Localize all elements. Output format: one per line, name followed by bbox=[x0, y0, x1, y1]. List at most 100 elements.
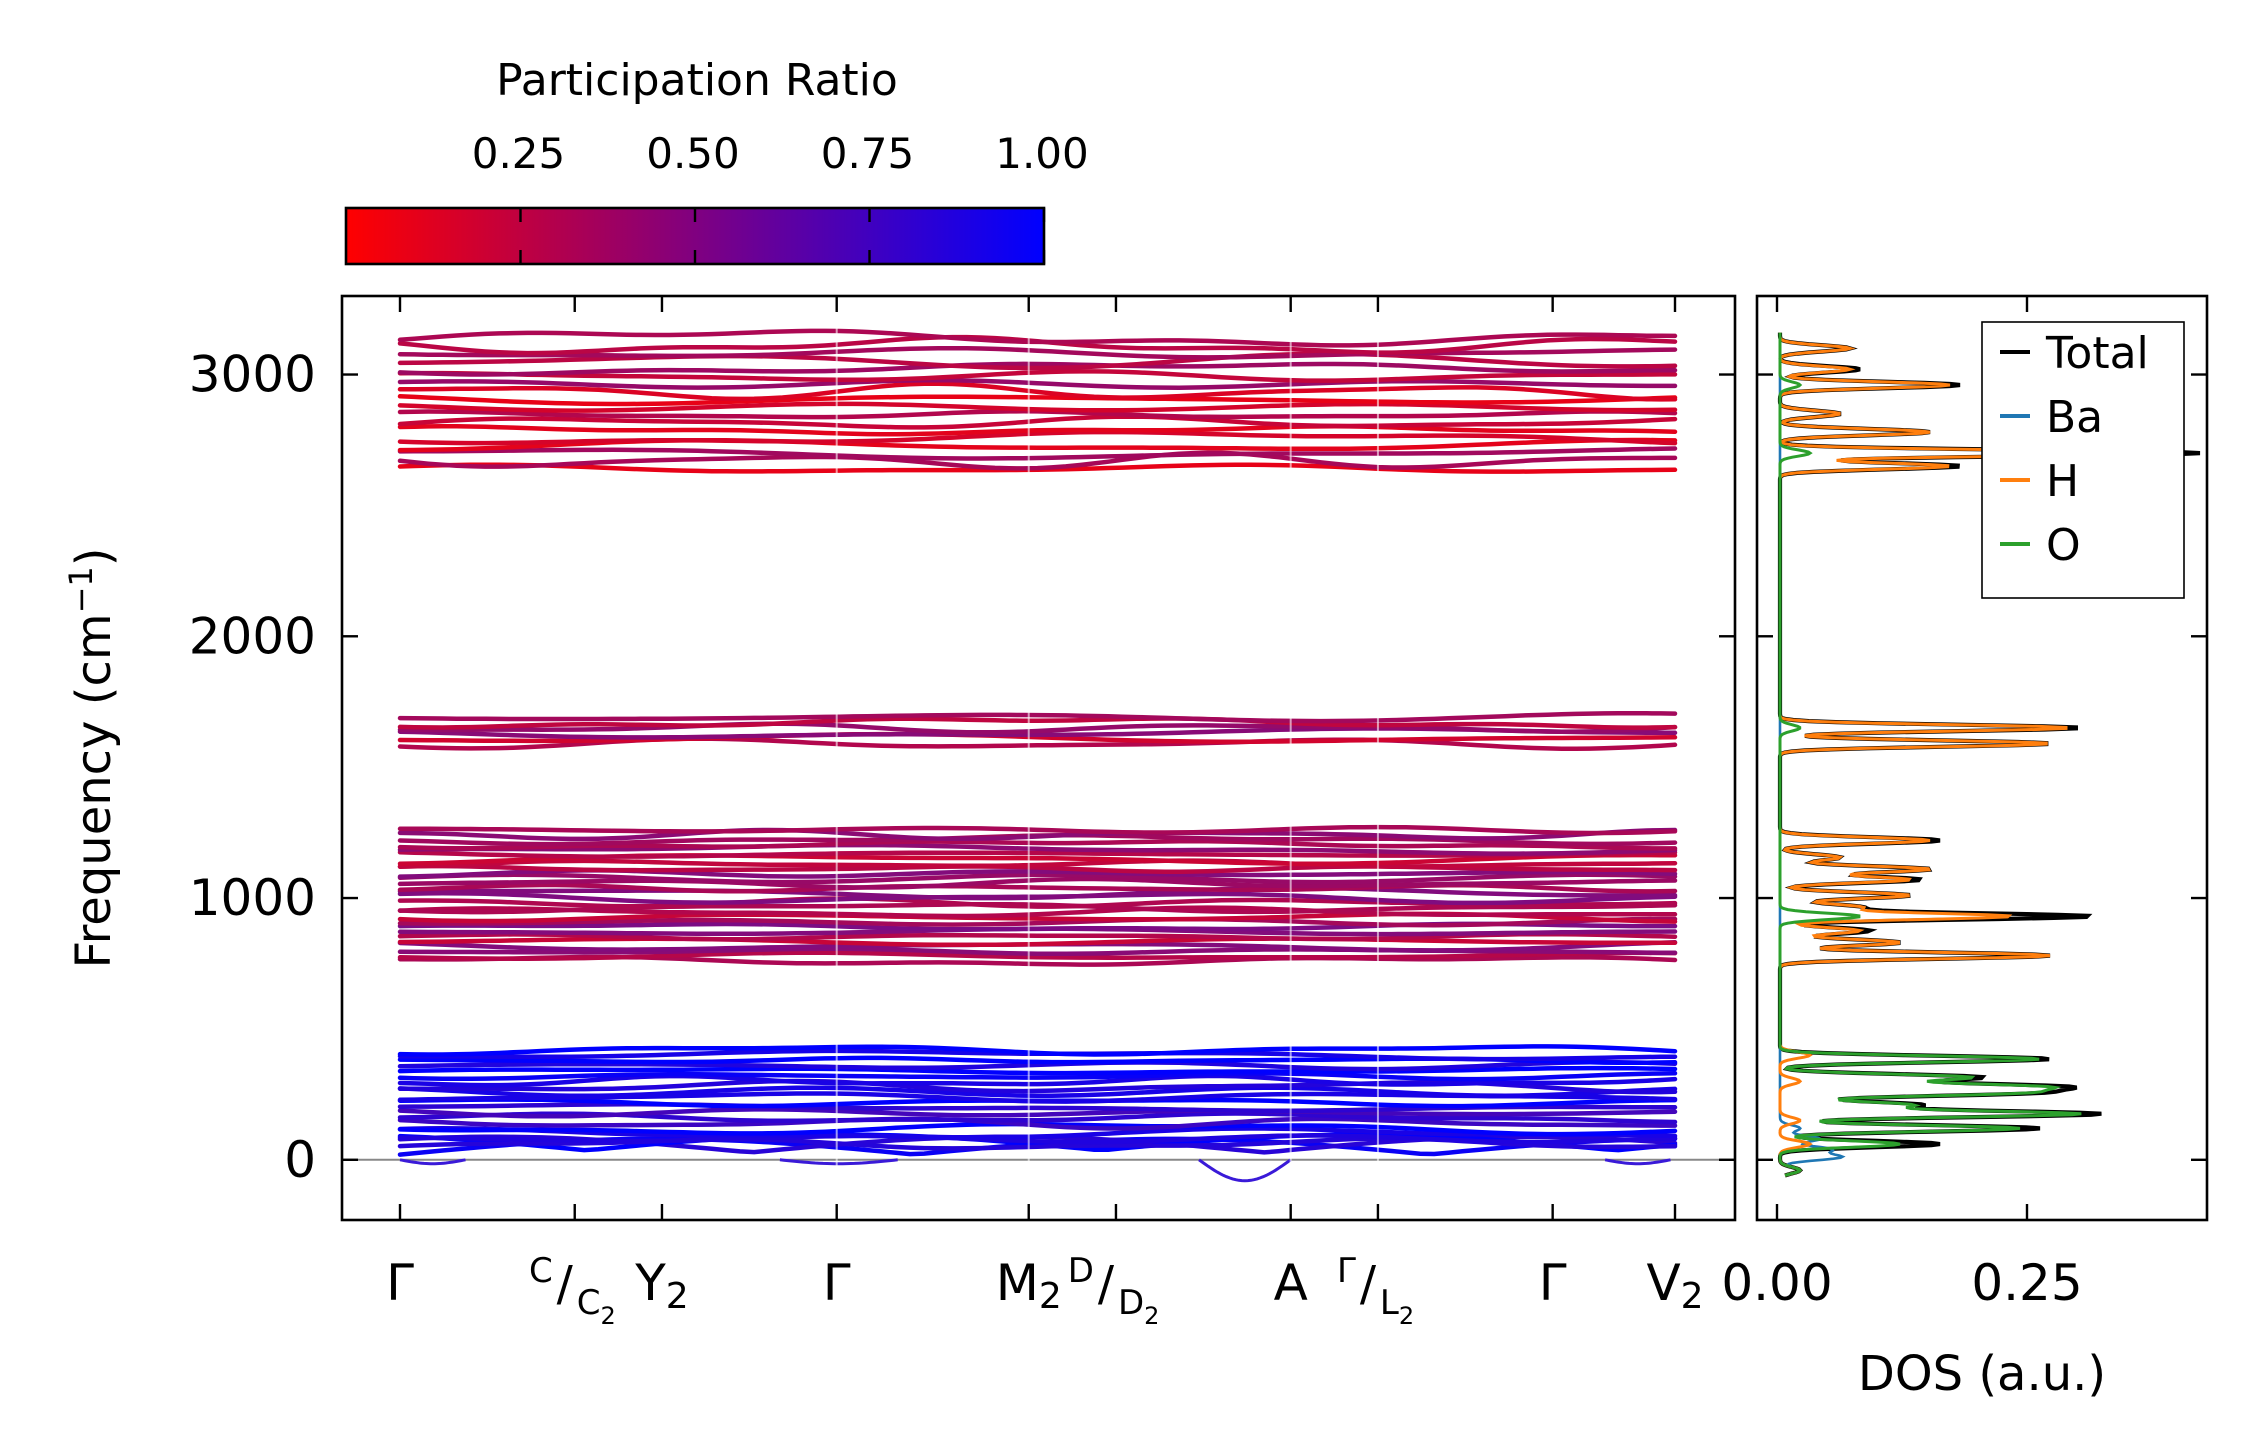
band-line-O-H-stretch bbox=[397, 345, 1678, 360]
colorbar-label: Participation Ratio bbox=[496, 55, 898, 106]
kpoint-label: C2 bbox=[577, 1283, 616, 1330]
kpoint-subscript: 2 bbox=[666, 1276, 689, 1317]
band-line-H-bend-libration bbox=[397, 824, 1678, 836]
colorbar-tick-label: 0.50 bbox=[646, 129, 740, 178]
dos-curves bbox=[1777, 332, 2201, 1178]
band-line-H-bend-libration bbox=[397, 950, 1678, 961]
kpoint-letter: A bbox=[1274, 1254, 1308, 1312]
dos-tick-label: 0.25 bbox=[1971, 1254, 2082, 1312]
band-line-H-bend-libration bbox=[397, 905, 1678, 919]
kpoint-letter: Γ bbox=[386, 1254, 414, 1312]
dos-panel: 0.00 0.25 DOS (a.u.) Total Ba HO bbox=[1721, 294, 2209, 1402]
band-line-H-O-H-bend bbox=[397, 711, 1678, 724]
kpoint-subscript: 2 bbox=[1681, 1276, 1704, 1317]
kpoint-label: Γ bbox=[386, 1254, 414, 1312]
imaginary-mode-dip bbox=[399, 1158, 466, 1166]
kpoint-label: V2 bbox=[1646, 1254, 1703, 1317]
colorbar-tick-label: 0.25 bbox=[472, 129, 566, 178]
kpoint-sub-label: D bbox=[1118, 1283, 1144, 1323]
band-line-acoustic-lattice bbox=[397, 1133, 1678, 1145]
kpoint-letter: Y bbox=[634, 1254, 666, 1312]
kpoint-label: D bbox=[1068, 1251, 1094, 1291]
kpoint-label: A bbox=[1274, 1254, 1308, 1312]
dos-axis-ticks bbox=[1757, 296, 2207, 1220]
band-line-acoustic-lattice bbox=[397, 1073, 1678, 1088]
legend-items: Total Ba HO bbox=[2000, 328, 2149, 571]
band-line-H-bend-libration bbox=[397, 858, 1678, 869]
imaginary-mode-dip bbox=[779, 1158, 898, 1166]
kpoint-label: Γ bbox=[823, 1254, 851, 1312]
band-line-acoustic-lattice bbox=[397, 1085, 1678, 1099]
band-line-H-O-H-bend bbox=[397, 716, 1678, 730]
frequency-tick-labels: 0 1000 2000 3000 bbox=[189, 346, 316, 1189]
legend-label: Total bbox=[2045, 328, 2149, 379]
legend-label: O bbox=[2046, 520, 2081, 571]
colorbar-tick-label: 0.75 bbox=[821, 129, 915, 178]
band-line-acoustic-lattice bbox=[397, 1071, 1678, 1082]
legend-label: Ba bbox=[2046, 392, 2103, 443]
band-line-H-O-H-bend bbox=[397, 721, 1678, 735]
frequency-tick-label: 2000 bbox=[189, 607, 316, 665]
kpoint-label: Γ bbox=[1337, 1251, 1356, 1291]
legend-label: H bbox=[2046, 456, 2079, 507]
band-line-O-H-stretch bbox=[397, 414, 1678, 430]
kpoint-label: M2 bbox=[996, 1254, 1062, 1317]
frequency-tick-label: 3000 bbox=[189, 346, 316, 404]
band-line-O-H-stretch bbox=[397, 381, 1678, 402]
dos-tick-labels: 0.00 0.25 bbox=[1721, 1254, 2082, 1312]
band-line-H-bend-libration bbox=[397, 839, 1678, 851]
band-line-H-bend-libration bbox=[397, 872, 1678, 885]
band-line-O-H-stretch bbox=[397, 361, 1678, 377]
kpoint-subscript: 2 bbox=[1039, 1276, 1062, 1317]
band-line-O-H-stretch bbox=[397, 369, 1678, 383]
band-line-H-bend-libration bbox=[397, 885, 1678, 901]
dos-tick-label: 0.00 bbox=[1721, 1254, 1832, 1312]
kpoint-label-compound: Γ / L2 bbox=[1337, 1251, 1414, 1330]
kpoint-label: Y2 bbox=[634, 1254, 688, 1317]
band-line-O-H-stretch bbox=[397, 394, 1678, 407]
band-line-acoustic-lattice bbox=[397, 1060, 1678, 1072]
frequency-tick-label: 0 bbox=[284, 1131, 316, 1189]
colorbar-tick-label: 1.00 bbox=[995, 129, 1089, 178]
band-line-H-bend-libration bbox=[397, 850, 1678, 859]
band-line-acoustic-lattice bbox=[397, 1044, 1678, 1057]
band-line-acoustic-lattice bbox=[397, 1132, 1678, 1153]
band-line-O-H-stretch bbox=[397, 446, 1678, 461]
band-line-H-bend-libration bbox=[397, 916, 1678, 928]
kpoint-letter: Γ bbox=[823, 1254, 851, 1312]
legend-frame bbox=[1981, 321, 2185, 599]
dos-panel-frame bbox=[1755, 294, 2209, 1222]
dos-curve-o bbox=[1778, 332, 2082, 1177]
band-line-acoustic-lattice bbox=[397, 1116, 1678, 1131]
band-line-acoustic-lattice bbox=[397, 1065, 1678, 1076]
kpoint-label: D2 bbox=[1118, 1283, 1159, 1330]
kpoint-label-compound: C / C2 bbox=[529, 1251, 616, 1330]
band-line-acoustic-lattice bbox=[397, 1126, 1678, 1140]
kpoint-slash: / bbox=[1098, 1256, 1115, 1312]
band-line-O-H-stretch bbox=[397, 429, 1678, 446]
band-line-O-H-stretch bbox=[397, 424, 1678, 437]
kpoint-letter: M bbox=[996, 1254, 1039, 1312]
kpoint-sub-label: C bbox=[577, 1283, 601, 1323]
colorbar-frame bbox=[344, 206, 1046, 266]
kpoint-label: L2 bbox=[1380, 1283, 1414, 1330]
kpoint-slash: / bbox=[557, 1256, 574, 1312]
band-line-O-H-stretch bbox=[397, 351, 1678, 371]
imaginary-mode-dip bbox=[1604, 1158, 1671, 1166]
kpoint-subscript: 2 bbox=[1399, 1302, 1414, 1330]
band-line-H-bend-libration bbox=[397, 827, 1678, 842]
band-line-H-bend-libration bbox=[397, 936, 1678, 948]
band-line-H-bend-libration bbox=[397, 876, 1678, 890]
band-line-O-H-stretch bbox=[397, 450, 1678, 471]
kpoint-label: Γ bbox=[1539, 1254, 1567, 1312]
band-line-acoustic-lattice bbox=[397, 1107, 1678, 1119]
kpoint-subscript: 2 bbox=[1144, 1302, 1159, 1330]
band-line-O-H-stretch bbox=[397, 328, 1678, 348]
kpoint-letter: V bbox=[1646, 1254, 1680, 1312]
phonon-bands bbox=[342, 296, 1735, 1220]
kpoint-letter: Γ bbox=[1539, 1254, 1567, 1312]
kpoint-slash: / bbox=[1360, 1256, 1377, 1312]
